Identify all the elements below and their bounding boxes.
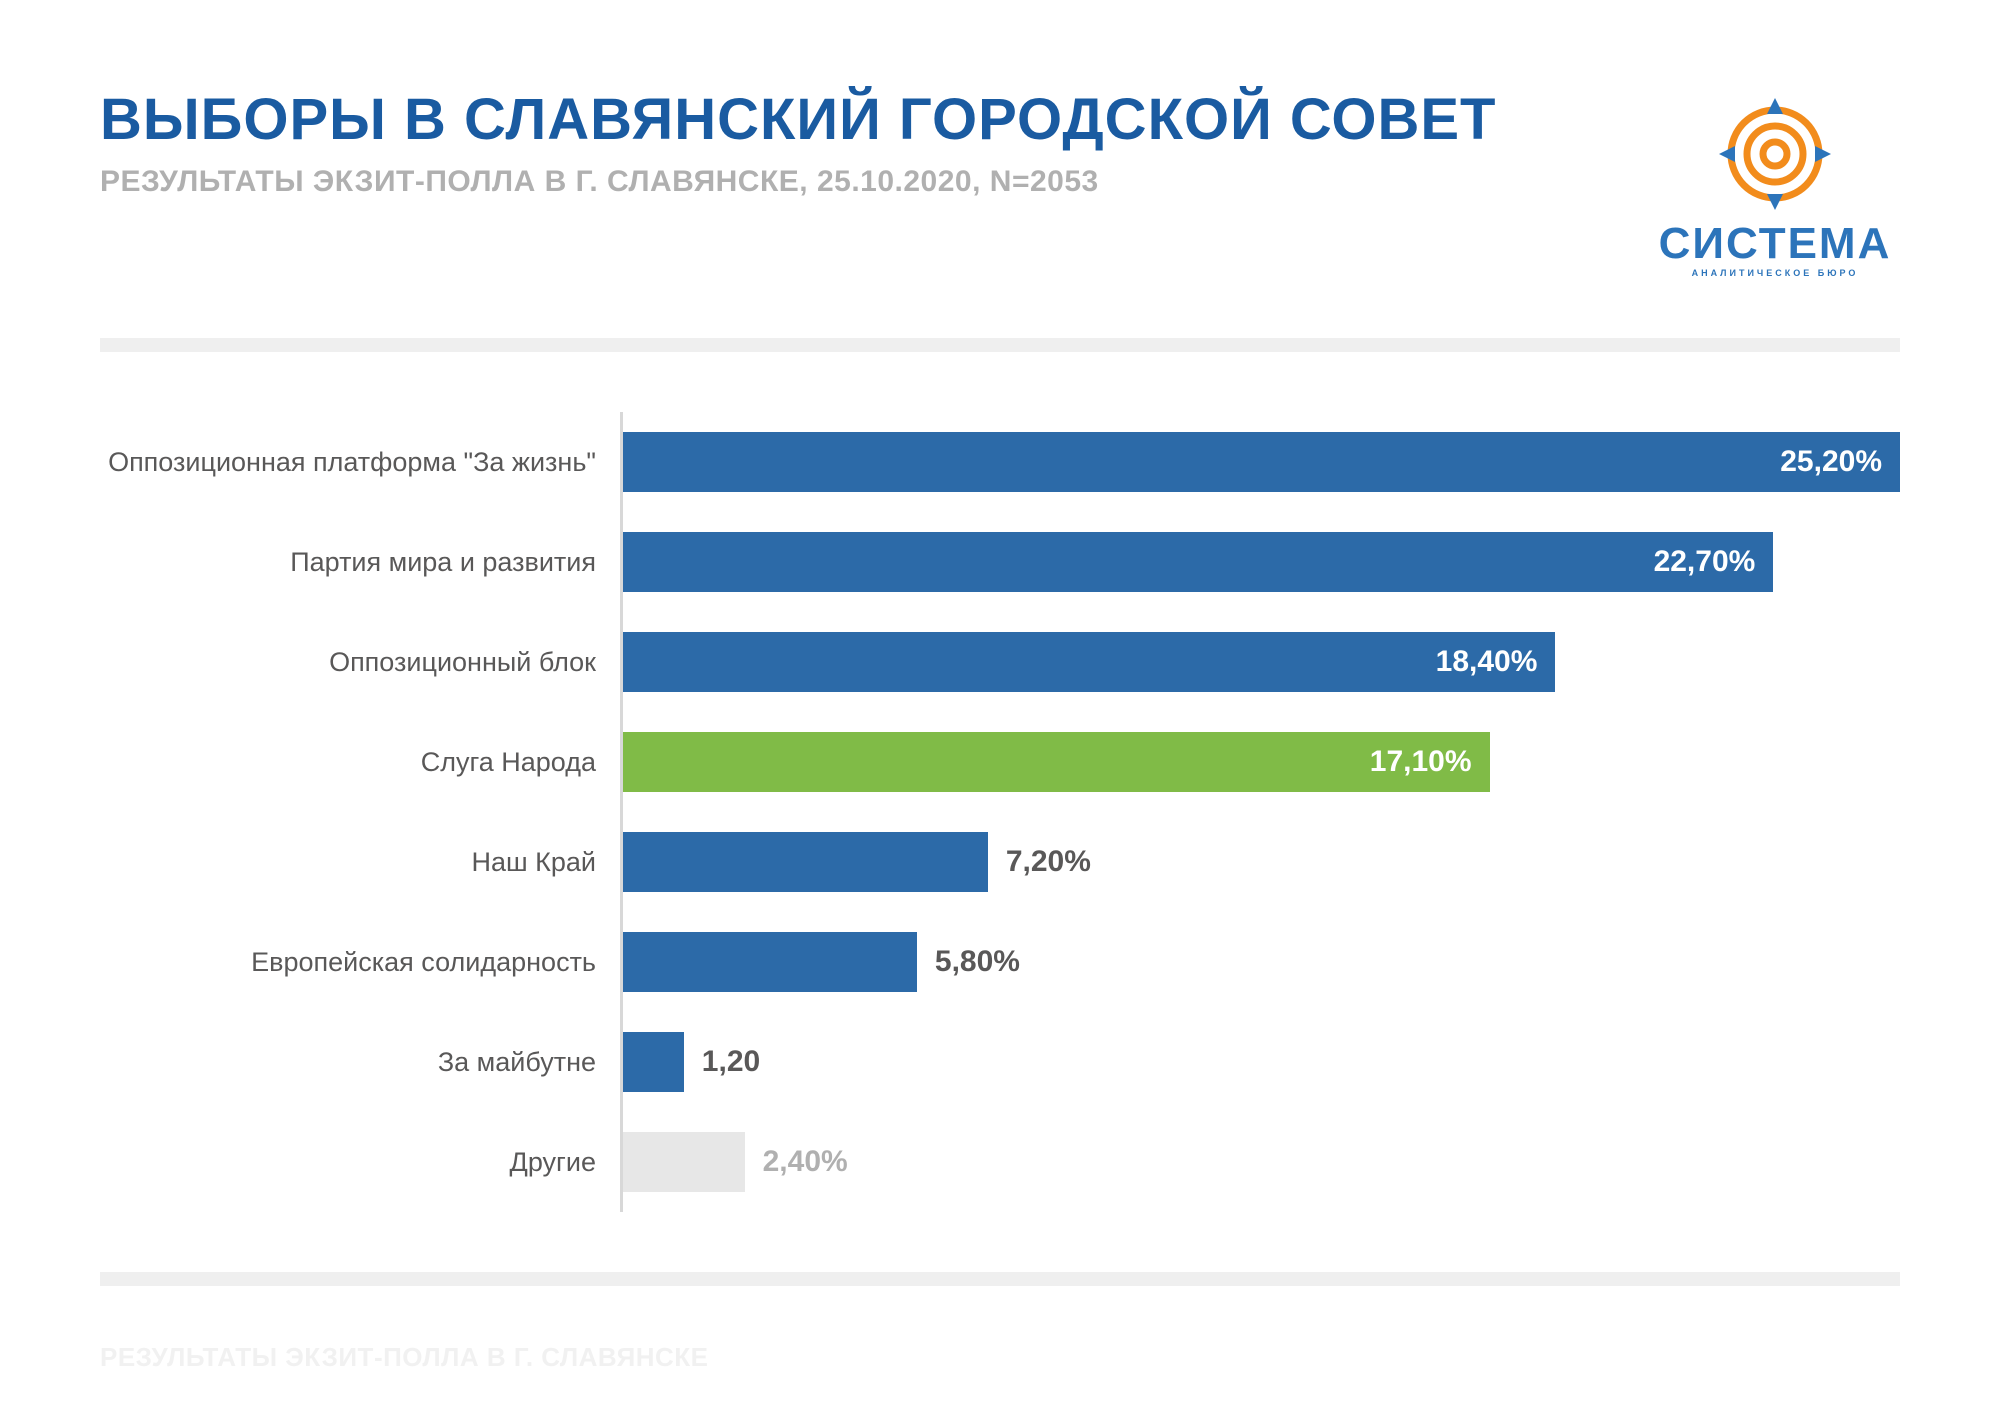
chart-label-row: Другие — [100, 1112, 620, 1212]
chart-bar-row: 22,70% — [623, 512, 1900, 612]
chart-bar-row: 7,20% — [623, 812, 1900, 912]
footer-watermark: РЕЗУЛЬТАТЫ ЭКЗИТ-ПОЛЛА В Г. СЛАВЯНСКЕ — [100, 1342, 709, 1373]
bar: 18,40% — [623, 632, 1555, 692]
bar: 25,20% — [623, 432, 1900, 492]
chart-label-row: За майбутне — [100, 1012, 620, 1112]
chart-labels-column: Оппозиционная платформа "За жизнь" Партия… — [100, 412, 620, 1212]
bar — [623, 932, 917, 992]
category-label: Партия мира и развития — [290, 547, 596, 578]
page-subtitle: РЕЗУЛЬТАТЫ ЭКЗИТ-ПОЛЛА В Г. СЛАВЯНСКЕ, 2… — [100, 165, 1496, 199]
category-label: Наш Край — [471, 847, 596, 878]
bar-value: 7,20% — [1006, 845, 1091, 879]
category-label: Европейская солидарность — [251, 947, 596, 978]
divider-bottom — [100, 1272, 1900, 1286]
chart-label-row: Оппозиционный блок — [100, 612, 620, 712]
bar-value: 2,40% — [763, 1145, 848, 1179]
chart-label-row: Партия мира и развития — [100, 512, 620, 612]
title-block: ВЫБОРЫ В СЛАВЯНСКИЙ ГОРОДСКОЙ СОВЕТ РЕЗУ… — [100, 90, 1496, 199]
category-label: Слуга Народа — [421, 747, 596, 778]
bar-value: 25,20% — [1780, 445, 1882, 479]
chart-bar-row: 18,40% — [623, 612, 1900, 712]
chart-bar-row: 17,10% — [623, 712, 1900, 812]
chart-label-row: Слуга Народа — [100, 712, 620, 812]
logo-ring-mid — [1747, 126, 1803, 182]
logo-wordmark: СИСТЕМА — [1650, 222, 1900, 266]
bar: 17,10% — [623, 732, 1490, 792]
logo-arrows — [1719, 98, 1831, 210]
chart-bars-column: 25,20% 22,70% 18,40% 17,10% 7,20% 5,80% 1,20 2,… — [620, 412, 1900, 1212]
header: ВЫБОРЫ В СЛАВЯНСКИЙ ГОРОДСКОЙ СОВЕТ РЕЗУ… — [100, 90, 1900, 278]
logo-tagline: АНАЛИТИЧЕСКОЕ БЮРО — [1650, 268, 1900, 278]
chart-label-row: Оппозиционная платформа "За жизнь" — [100, 412, 620, 512]
category-label: Оппозиционный блок — [329, 647, 596, 678]
chart-label-row: Европейская солидарность — [100, 912, 620, 1012]
chart-bar-row: 5,80% — [623, 912, 1900, 1012]
page-title: ВЫБОРЫ В СЛАВЯНСКИЙ ГОРОДСКОЙ СОВЕТ — [100, 90, 1496, 151]
results-bar-chart: Оппозиционная платформа "За жизнь" Партия… — [100, 412, 1900, 1212]
bar — [623, 1032, 684, 1092]
chart-label-row: Наш Край — [100, 812, 620, 912]
divider-top — [100, 338, 1900, 352]
bar-value: 5,80% — [935, 945, 1020, 979]
bar-value: 22,70% — [1654, 545, 1756, 579]
bar — [623, 832, 988, 892]
chart-bar-row: 2,40% — [623, 1112, 1900, 1212]
bar: 22,70% — [623, 532, 1773, 592]
bar-value: 17,10% — [1370, 745, 1472, 779]
category-label: За майбутне — [438, 1047, 596, 1078]
chart-bar-row: 25,20% — [623, 412, 1900, 512]
bar — [623, 1132, 745, 1192]
brand-logo: СИСТЕМА АНАЛИТИЧЕСКОЕ БЮРО — [1650, 90, 1900, 278]
target-icon — [1705, 96, 1845, 216]
category-label: Другие — [510, 1147, 596, 1178]
chart-bar-row: 1,20 — [623, 1012, 1900, 1112]
logo-ring-inner — [1763, 142, 1787, 166]
category-label: Оппозиционная платформа "За жизнь" — [108, 447, 596, 478]
bar-value: 18,40% — [1436, 645, 1538, 679]
bar-value: 1,20 — [702, 1045, 760, 1079]
